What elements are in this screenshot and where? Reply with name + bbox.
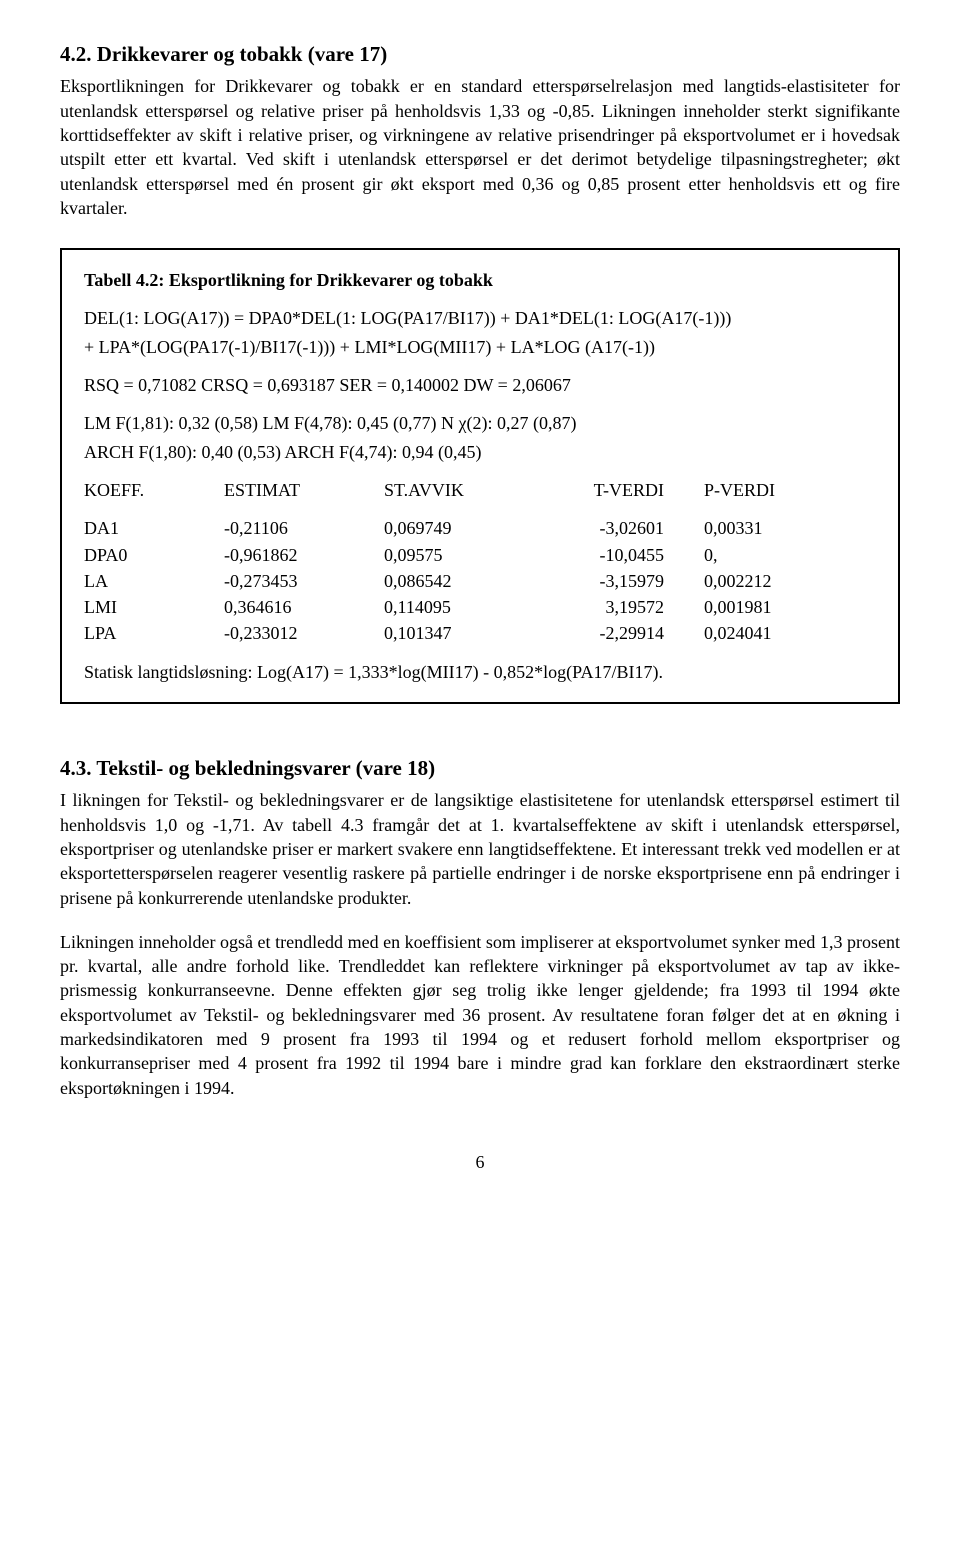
table-row: LA -0,273453 0,086542 -3,15979 0,002212 [84,569,876,593]
table-row: LPA -0,233012 0,101347 -2,29914 0,024041 [84,621,876,645]
section-42-heading: 4.2. Drikkevarer og tobakk (vare 17) [60,40,900,68]
cell-pverdi: 0,024041 [704,621,844,645]
cell-pverdi: 0,001981 [704,595,844,619]
cell-tverdi: 3,19572 [544,595,704,619]
cell-koeff: DPA0 [84,543,224,567]
table-row: DPA0 -0,961862 0,09575 -10,0455 0, [84,543,876,567]
cell-tverdi: -3,02601 [544,516,704,540]
table-row: DA1 -0,21106 0,069749 -3,02601 0,00331 [84,516,876,540]
cell-stavvik: 0,069749 [384,516,544,540]
equation-line-1: DEL(1: LOG(A17)) = DPA0*DEL(1: LOG(PA17/… [84,306,876,330]
cell-est: -0,21106 [224,516,384,540]
lm-row-2: ARCH F(1,80): 0,40 (0,53) ARCH F(4,74): … [84,440,876,464]
header-pverdi: P-VERDI [704,478,844,502]
cell-tverdi: -2,29914 [544,621,704,645]
cell-koeff: LMI [84,595,224,619]
header-koeff: KOEFF. [84,478,224,502]
cell-pverdi: 0, [704,543,844,567]
cell-est: -0,961862 [224,543,384,567]
table-4-2-box: Tabell 4.2: Eksportlikning for Drikkevar… [60,248,900,704]
cell-pverdi: 0,002212 [704,569,844,593]
page-number: 6 [60,1150,900,1174]
section-42-paragraph: Eksportlikningen for Drikkevarer og toba… [60,74,900,220]
rsq-row: RSQ = 0,71082 CRSQ = 0,693187 SER = 0,14… [84,373,876,397]
coeff-header-row: KOEFF. ESTIMAT ST.AVVIK T-VERDI P-VERDI [84,478,876,502]
cell-stavvik: 0,086542 [384,569,544,593]
cell-pverdi: 0,00331 [704,516,844,540]
cell-koeff: LPA [84,621,224,645]
cell-est: -0,273453 [224,569,384,593]
section-43-heading: 4.3. Tekstil- og bekledningsvarer (vare … [60,754,900,782]
cell-stavvik: 0,101347 [384,621,544,645]
table-4-2-title: Tabell 4.2: Eksportlikning for Drikkevar… [84,268,876,292]
cell-koeff: DA1 [84,516,224,540]
cell-est: 0,364616 [224,595,384,619]
section-43-paragraph-1: I likningen for Tekstil- og bekledningsv… [60,788,900,909]
table-row: LMI 0,364616 0,114095 3,19572 0,001981 [84,595,876,619]
cell-est: -0,233012 [224,621,384,645]
statisk-line: Statisk langtidsløsning: Log(A17) = 1,33… [84,660,876,684]
lm-row-1: LM F(1,81): 0,32 (0,58) LM F(4,78): 0,45… [84,411,876,435]
cell-tverdi: -3,15979 [544,569,704,593]
cell-koeff: LA [84,569,224,593]
header-estimat: ESTIMAT [224,478,384,502]
cell-tverdi: -10,0455 [544,543,704,567]
header-stavvik: ST.AVVIK [384,478,544,502]
cell-stavvik: 0,09575 [384,543,544,567]
equation-line-2: + LPA*(LOG(PA17(-1)/BI17(-1))) + LMI*LOG… [84,335,876,359]
coefficient-table: KOEFF. ESTIMAT ST.AVVIK T-VERDI P-VERDI … [84,478,876,646]
header-tverdi: T-VERDI [544,478,704,502]
section-43-paragraph-2: Likningen inneholder også et trendledd m… [60,930,900,1100]
cell-stavvik: 0,114095 [384,595,544,619]
